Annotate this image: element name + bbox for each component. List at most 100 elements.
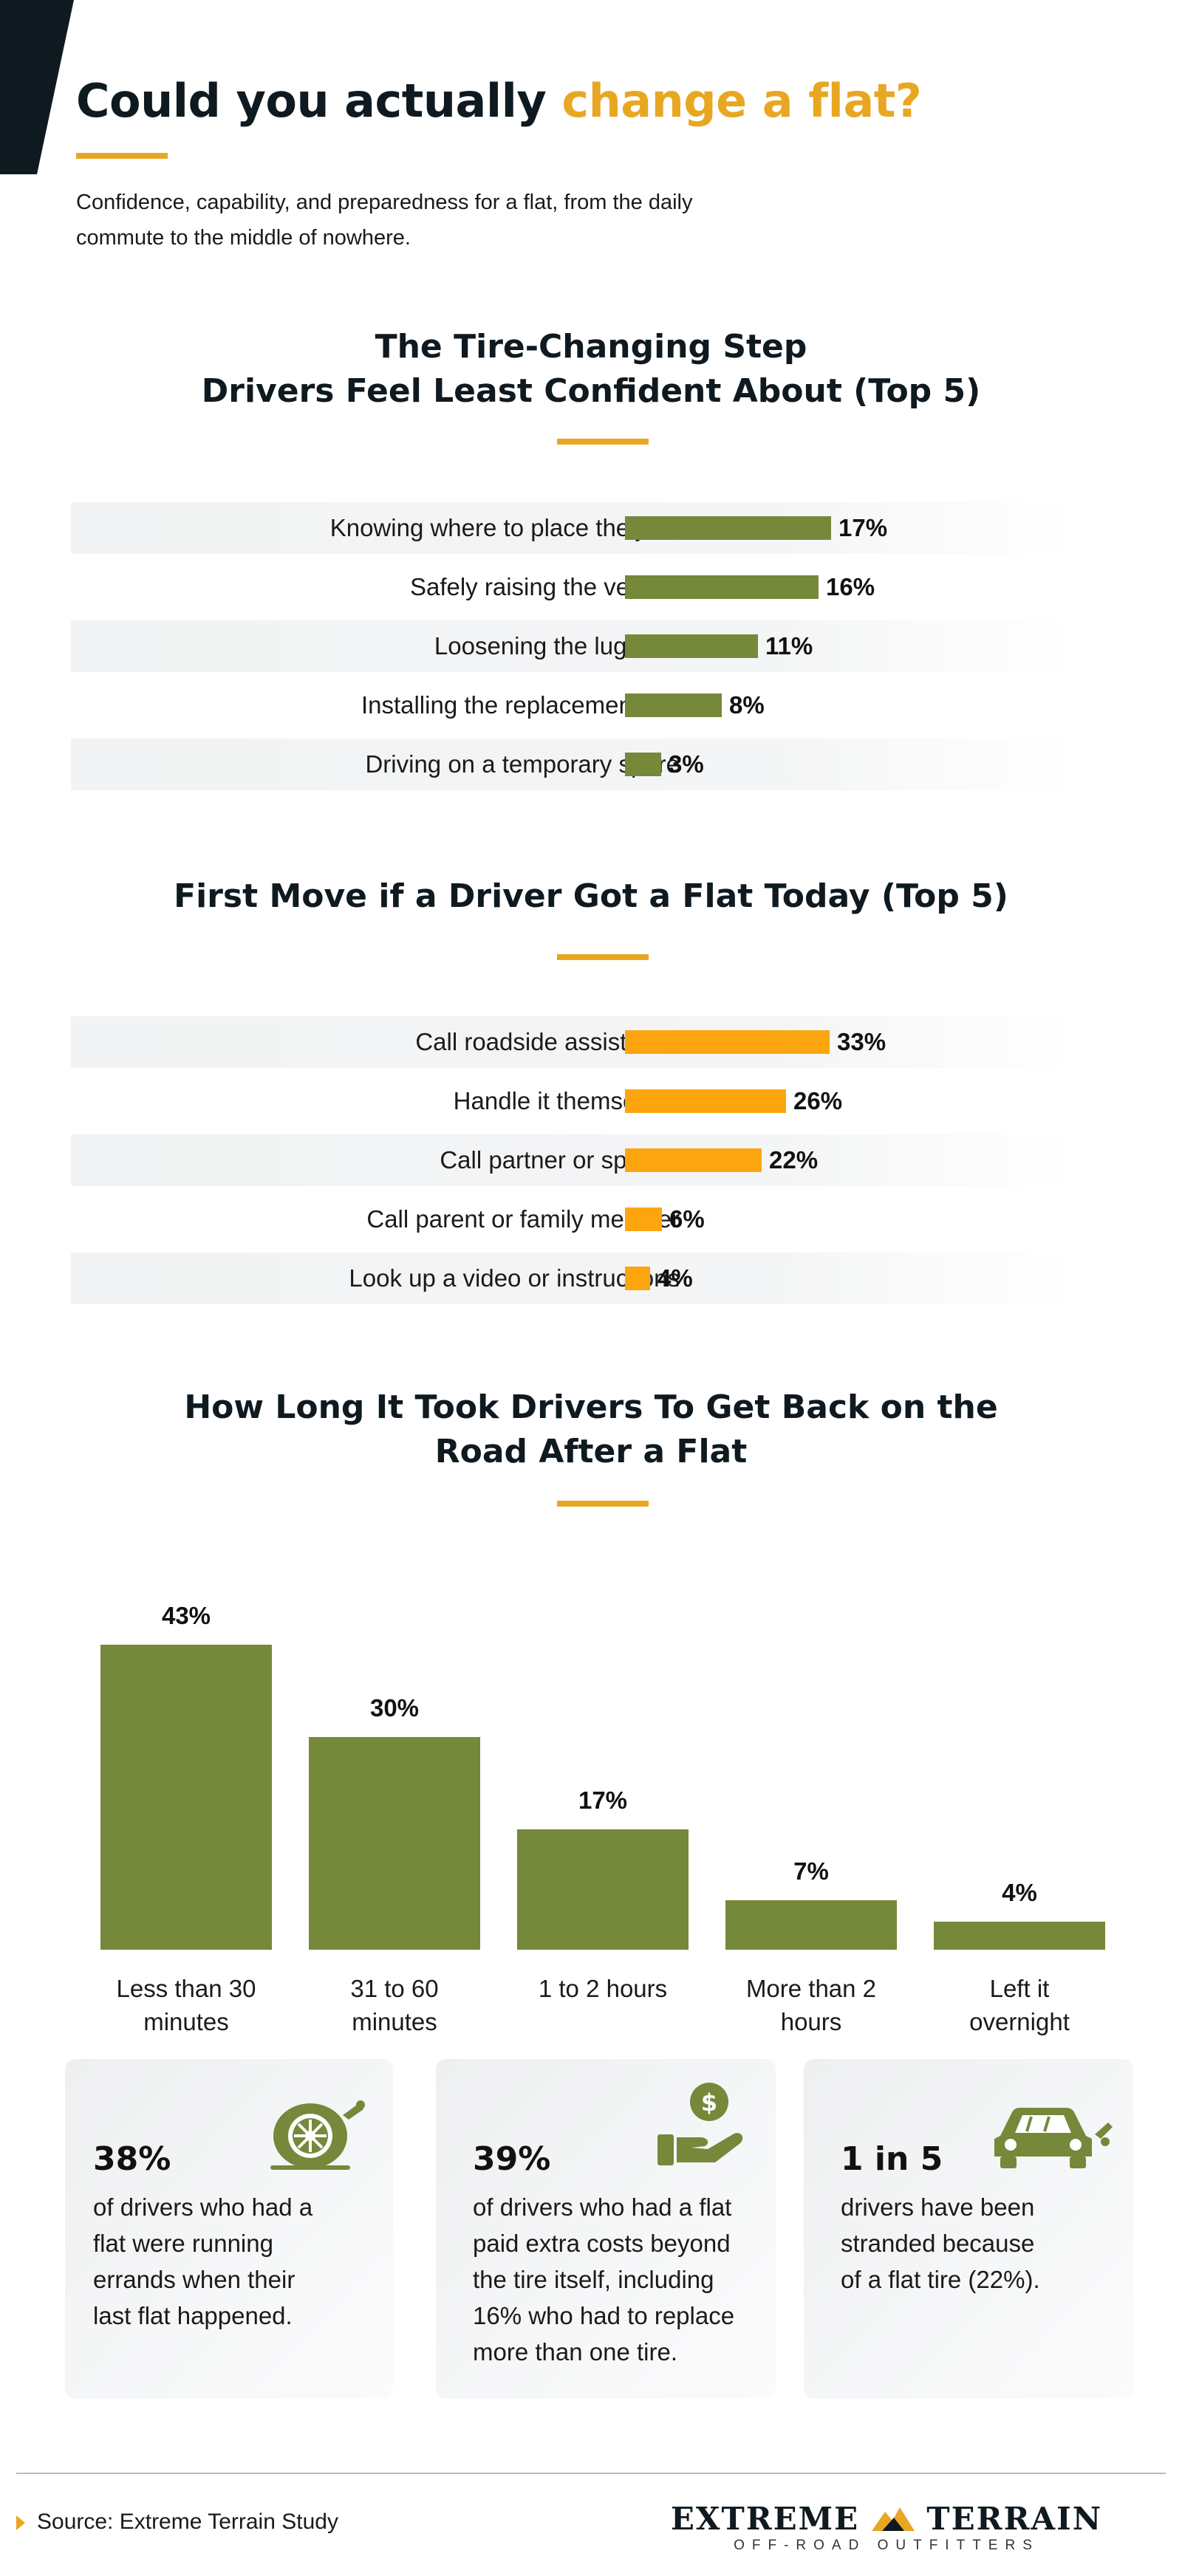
chart2-rule xyxy=(557,954,649,960)
bar xyxy=(517,1829,689,1950)
chart1-row: Knowing where to place the jack 17% xyxy=(71,502,1076,554)
title-main: Could you actually xyxy=(76,74,562,128)
bar-value-label: 11% xyxy=(765,632,813,660)
bar xyxy=(725,1900,897,1950)
bar-value-label: 33% xyxy=(837,1028,886,1055)
stat-line: drivers have been xyxy=(841,2193,1035,2221)
bar-category-label: Less than 30 minutes xyxy=(100,1972,272,2038)
bar-value-label: 8% xyxy=(729,691,765,719)
bar-value-label: 16% xyxy=(826,573,875,600)
logo-wordmark: EXTREME TERRAIN xyxy=(657,2501,1116,2537)
stat-line: paid extra costs beyond xyxy=(473,2230,731,2257)
bar-category-line: minutes xyxy=(143,2008,229,2035)
chart1-title-line2: Drivers Feel Least Confident About (Top … xyxy=(201,372,981,410)
chart1-row: Safely raising the vehicle 16% xyxy=(71,561,1076,613)
bar xyxy=(625,1267,650,1290)
chart2-row: Call parent or family member 6% xyxy=(71,1193,1076,1245)
logo-tagline: OFF-ROAD OUTFITTERS xyxy=(734,2538,1039,2553)
chart1-title-line1: The Tire-Changing Step xyxy=(375,328,807,366)
title-underline xyxy=(76,153,168,159)
bar-value-label: 4% xyxy=(1002,1879,1037,1906)
logo-word-right: TERRAIN xyxy=(926,2501,1103,2537)
bar-category-label: Left it overnight xyxy=(934,1972,1105,2038)
chart1-rule xyxy=(557,439,649,445)
title-accent: change a flat? xyxy=(561,74,922,128)
mountain-icon xyxy=(871,2507,915,2531)
bar-value-label: 4% xyxy=(657,1264,693,1292)
page-subtitle: Confidence, capability, and preparedness… xyxy=(76,191,693,250)
bar-category-line: hours xyxy=(780,2008,842,2035)
bar-value-label: 3% xyxy=(669,750,704,778)
bar xyxy=(625,634,758,658)
bar xyxy=(625,1208,662,1231)
bar-value-label: 7% xyxy=(793,1857,829,1885)
bar-category-line: 1 to 2 hours xyxy=(538,1975,668,2002)
chart3-time-bars: 43% Less than 30 minutes 30% 31 to 60 minutes… xyxy=(0,1551,1182,2035)
chart1-title: The Tire-Changing Step Drivers Feel Leas… xyxy=(0,325,1182,414)
stat-line: 16% who had to replace xyxy=(473,2302,735,2329)
chart1-row: Installing the replacement tire 8% xyxy=(71,679,1076,731)
flat-tire-icon xyxy=(270,2100,365,2170)
bar-value-label: 22% xyxy=(769,1146,819,1174)
money-hand-icon: $ xyxy=(657,2083,743,2165)
stat-line: the tire itself, including xyxy=(473,2266,714,2293)
bar xyxy=(100,1645,272,1950)
source-text: Source: Extreme Terrain Study xyxy=(37,2510,338,2534)
source-note: Source: Extreme Terrain Study xyxy=(16,2510,338,2535)
bar-category-label: 1 to 2 hours xyxy=(517,1972,689,2005)
chart1-row: Loosening the lug nuts 11% xyxy=(71,620,1076,672)
chart3-title-line2: Road After a Flat xyxy=(434,1433,748,1470)
broken-car-icon xyxy=(994,2108,1113,2168)
corner-decoration xyxy=(0,0,74,174)
bar-category-label: 31 to 60 minutes xyxy=(309,1972,480,2038)
footer-divider xyxy=(16,2473,1166,2474)
bar xyxy=(934,1922,1105,1950)
chart2-title: First Move if a Driver Got a Flat Today … xyxy=(174,877,1008,915)
stat-line: of a flat tire (22%). xyxy=(841,2266,1040,2293)
chart2-row: Handle it themselves 26% xyxy=(71,1075,1076,1127)
stat-value: 38% xyxy=(93,2140,171,2178)
bar-value-label: 30% xyxy=(369,1694,420,1722)
bar-category-label: More than 2 hours xyxy=(725,1972,897,2038)
bar xyxy=(309,1737,480,1950)
bar xyxy=(625,1030,830,1054)
chart2-row: Call partner or spouse 22% xyxy=(71,1134,1076,1186)
stat-card-errands: 38% of drivers who had a flat were runni… xyxy=(65,2059,393,2399)
chart3-title-line1: How Long It Took Drivers To Get Back on … xyxy=(184,1388,998,1426)
stat-line: of drivers who had a xyxy=(93,2193,313,2221)
stat-line: flat were running xyxy=(93,2230,273,2257)
logo-word-left: EXTREME xyxy=(670,2501,860,2537)
bar-value-label: 17% xyxy=(578,1787,628,1814)
chart2-row: Call roadside assistance 33% xyxy=(71,1016,1076,1068)
stat-card-stranded: 1 in 5 drivers have been stranded becaus… xyxy=(804,2059,1133,2399)
stat-description: of drivers who had a flat paid extra cos… xyxy=(473,2189,768,2370)
stat-line: errands when their xyxy=(93,2266,296,2293)
bar xyxy=(625,1148,762,1172)
stat-description: drivers have been stranded because of a … xyxy=(841,2189,1136,2298)
stat-line: stranded because xyxy=(841,2230,1035,2257)
bar-value-label: 6% xyxy=(669,1205,705,1233)
bar-category-line: 31 to 60 xyxy=(350,1975,439,2002)
bar-category-label: Knowing where to place the jack xyxy=(329,514,680,541)
svg-text:$: $ xyxy=(701,2089,717,2117)
chart2-row: Look up a video or instructions 4% xyxy=(71,1253,1076,1304)
bar xyxy=(625,1089,786,1113)
bar-category-line: overnight xyxy=(969,2008,1070,2035)
chart3-title: How Long It Took Drivers To Get Back on … xyxy=(0,1385,1182,1474)
triangle-bullet-icon xyxy=(16,2515,25,2531)
chart1-row: Driving on a temporary spare 3% xyxy=(71,739,1076,790)
bar-category-line: minutes xyxy=(352,2008,437,2035)
bar xyxy=(625,753,661,776)
stat-line: more than one tire. xyxy=(473,2338,677,2366)
page-title: Could you actually change a flat? xyxy=(76,74,922,128)
stat-value: 1 in 5 xyxy=(841,2140,943,2178)
stat-card-extra-costs: $ 39% of drivers who had a flat paid ext… xyxy=(436,2059,776,2399)
bar xyxy=(625,693,722,717)
stat-description: of drivers who had a flat were running e… xyxy=(93,2189,389,2334)
bar xyxy=(625,516,831,540)
bar-category-line: More than 2 xyxy=(745,1975,877,2002)
bar-category-line: Less than 30 xyxy=(116,1975,256,2002)
bar-value-label: 17% xyxy=(838,514,888,541)
bar-category-line: Left it xyxy=(989,1975,1050,2002)
bar-category-label: Look up a video or instructions xyxy=(349,1264,680,1292)
